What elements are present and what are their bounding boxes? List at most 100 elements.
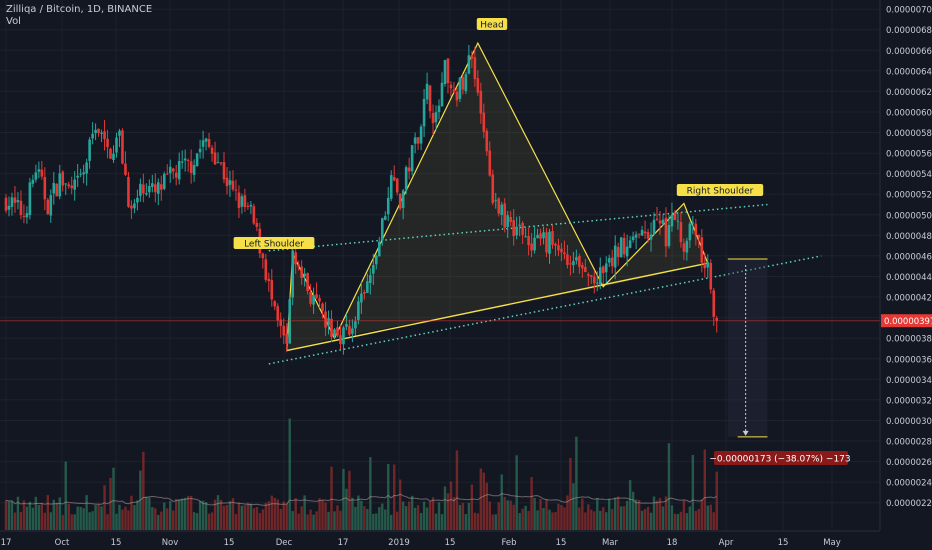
volume-bar — [28, 501, 32, 530]
candle-body — [4, 197, 8, 211]
volume-bar — [625, 500, 629, 530]
volume-bar — [258, 513, 262, 530]
volume-bar — [375, 513, 378, 530]
x-tick-label: Feb — [501, 538, 516, 548]
candle-body — [321, 303, 324, 312]
candle-body — [342, 327, 345, 345]
x-tick-label: Apr — [719, 538, 734, 548]
volume-bar — [640, 510, 644, 530]
candle-body — [31, 179, 35, 184]
volume-bar — [366, 509, 369, 530]
label-right-shoulder[interactable]: Right Shoulder — [676, 184, 764, 197]
price-projection[interactable]: −0.00000173 (−38.07%) −173 — [709, 258, 851, 465]
candle-body — [312, 295, 315, 305]
volume-bar — [145, 496, 148, 530]
candle-body — [625, 246, 629, 257]
volume-bar — [76, 506, 79, 530]
candle-body — [372, 265, 375, 274]
label-right-shoulder-text: Right Shoulder — [687, 187, 754, 197]
candle-body — [252, 206, 256, 224]
x-tick-label: 15 — [445, 538, 456, 548]
candle-body — [595, 282, 599, 284]
volume-bar — [602, 507, 605, 530]
candle-body — [330, 318, 333, 337]
symbol-title[interactable]: Zilliqa / Bitcoin, 1D, BINANCE — [6, 4, 153, 15]
candle-body — [333, 329, 336, 337]
volume-bar — [195, 513, 199, 530]
volume-bar — [148, 497, 151, 530]
volume-bar — [536, 510, 539, 530]
volume-bar — [479, 468, 483, 530]
candle-body — [619, 237, 623, 258]
x-tick-label: 15 — [111, 538, 122, 548]
volume-bars — [4, 418, 718, 530]
candle-body — [88, 139, 91, 161]
candle-body — [590, 275, 593, 277]
volume-bar — [151, 507, 154, 530]
volume-bar — [709, 504, 712, 530]
volume-bar — [279, 508, 282, 530]
volume-bar — [631, 491, 635, 530]
volume-bar — [646, 506, 650, 530]
volume-bar — [572, 483, 575, 530]
volume-bar — [524, 505, 527, 530]
candle-body — [279, 319, 283, 326]
candle-body — [225, 177, 229, 187]
candle-body — [273, 301, 277, 307]
candle-body — [300, 266, 303, 279]
candle-body — [142, 184, 145, 194]
volume-bar — [506, 500, 509, 530]
volume-bar — [461, 502, 465, 530]
candle-body — [631, 236, 635, 241]
candle-body — [291, 250, 294, 298]
volume-bar — [207, 513, 211, 530]
volume-bar — [318, 498, 321, 530]
candle-body — [691, 222, 695, 224]
candle-body — [560, 248, 563, 253]
volume-bar — [246, 502, 250, 530]
volume-bar — [294, 498, 297, 530]
volume-bar — [491, 514, 494, 530]
volume-bar — [336, 505, 339, 530]
volume-bar — [670, 505, 674, 530]
candle-body — [145, 193, 148, 195]
volume-bar — [225, 505, 229, 530]
candle-body — [297, 264, 300, 268]
label-head[interactable]: Head — [476, 18, 508, 31]
candle-body — [598, 267, 602, 285]
volume-bar — [61, 514, 64, 530]
volume-bar — [512, 504, 515, 530]
volume-ma-line — [5, 493, 717, 506]
candle-body — [118, 130, 121, 136]
volume-bar — [398, 479, 402, 530]
volume-bar — [357, 495, 360, 530]
candle-body — [488, 150, 492, 176]
candle-body — [557, 245, 560, 251]
volume-bar — [518, 513, 521, 530]
candle-body — [303, 273, 306, 277]
candle-body — [437, 105, 441, 113]
volume-bar — [658, 498, 662, 530]
volume-bar — [40, 503, 44, 530]
channel-lower-line[interactable] — [268, 255, 822, 365]
candle-body — [40, 169, 44, 177]
volume-bar — [342, 468, 345, 530]
volume-bar — [4, 500, 8, 530]
volume-bar — [19, 511, 23, 530]
candle-body — [49, 195, 53, 216]
candle-body — [345, 324, 348, 327]
label-left-shoulder[interactable]: Left Shoulder — [233, 237, 315, 250]
time-axis[interactable]: 17 Oct 15 Nov 15 Dec 17 2019 15 Feb 15 Mar 18 Apr 15 Ma… — [0, 530, 932, 550]
label-head-text: Head — [480, 21, 504, 31]
candle-body — [503, 203, 507, 228]
volume-bar — [488, 501, 491, 530]
candle-body — [357, 301, 360, 320]
volume-bar — [178, 499, 181, 530]
volume-bar — [622, 506, 626, 530]
candle-body — [527, 236, 530, 246]
